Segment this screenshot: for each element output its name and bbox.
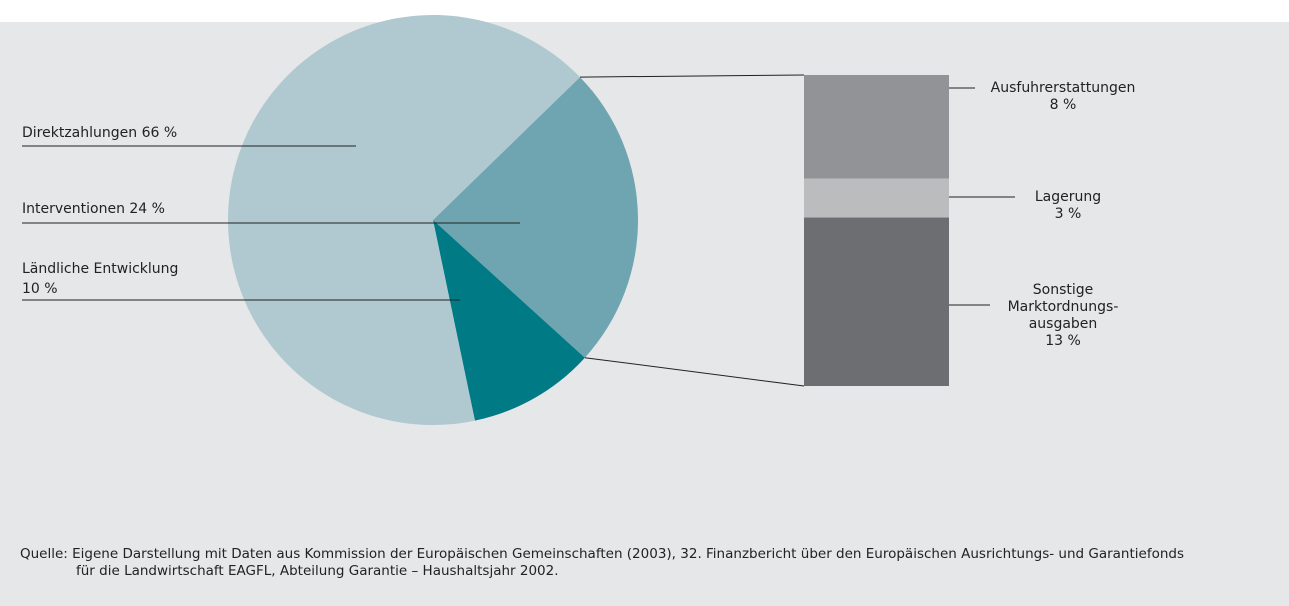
category-name: Sonstige Marktordnungs-ausgaben	[1007, 282, 1119, 332]
pie-label: Interventionen 24 %	[22, 199, 322, 219]
bar-label: Sonstige Marktordnungs-ausgaben 13 %	[1001, 282, 1126, 350]
connector-line	[584, 357, 805, 387]
value-label: 13 %	[1045, 333, 1081, 349]
pie-slice	[227, 14, 580, 426]
pie-label: Direktzahlungen 66 %	[22, 123, 322, 143]
value-label: 8 %	[1049, 97, 1077, 113]
bar-label: Lagerung 3 %	[1008, 189, 1128, 223]
pie-slice	[433, 77, 638, 358]
bar-segment	[804, 217, 949, 386]
connector-line	[579, 74, 805, 78]
value-label: 3 %	[1054, 206, 1082, 222]
value-label: 10 %	[22, 281, 58, 297]
category-name: Interventionen	[22, 201, 125, 217]
category-name: Ausfuhrerstattungen	[990, 80, 1136, 96]
bar-segment	[804, 178, 949, 218]
pie-slice	[433, 220, 585, 421]
category-name: Ländliche Entwicklung	[22, 261, 179, 277]
category-name: Lagerung	[1034, 189, 1102, 205]
category-name: Direktzahlungen	[22, 125, 138, 141]
source-note: Quelle: Eigene Darstellung mit Daten aus…	[20, 546, 1184, 579]
value-label: 66 %	[141, 125, 178, 141]
bar-segment	[804, 75, 949, 179]
bar-label: Ausfuhrerstattungen 8 %	[963, 80, 1163, 114]
pie-label: Ländliche Entwicklung 10 %	[22, 259, 182, 299]
panel	[0, 22, 1289, 606]
value-label: 24 %	[129, 201, 165, 217]
